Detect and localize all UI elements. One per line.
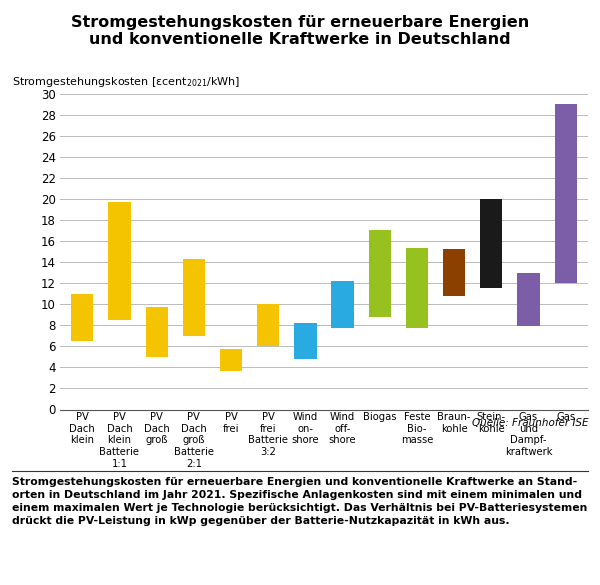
Text: Stromgestehungskosten für erneuerbare Energien: Stromgestehungskosten für erneuerbare En…	[71, 15, 529, 30]
Bar	[71, 294, 94, 341]
Text: Stromgestehungskosten [$\mathregular{\epsilon}$cent$_{2021}$/kWh]: Stromgestehungskosten [$\mathregular{\ep…	[12, 75, 240, 89]
Bar	[183, 259, 205, 336]
Bar	[554, 104, 577, 283]
Text: und konventionelle Kraftwerke in Deutschland: und konventionelle Kraftwerke in Deutsch…	[89, 32, 511, 47]
Bar	[220, 349, 242, 370]
Bar	[257, 304, 280, 346]
Bar	[331, 281, 354, 328]
Bar	[294, 323, 317, 359]
Bar	[368, 230, 391, 317]
Text: Stromgestehungskosten für erneuerbare Energien und konventionelle Kraftwerke an : Stromgestehungskosten für erneuerbare En…	[12, 477, 587, 526]
Bar	[406, 249, 428, 328]
Bar	[480, 199, 502, 288]
Bar	[109, 202, 131, 320]
Text: Quelle: Fraunhofer ISE: Quelle: Fraunhofer ISE	[472, 418, 588, 428]
Bar	[517, 273, 539, 326]
Bar	[146, 307, 168, 357]
Bar	[443, 249, 465, 296]
